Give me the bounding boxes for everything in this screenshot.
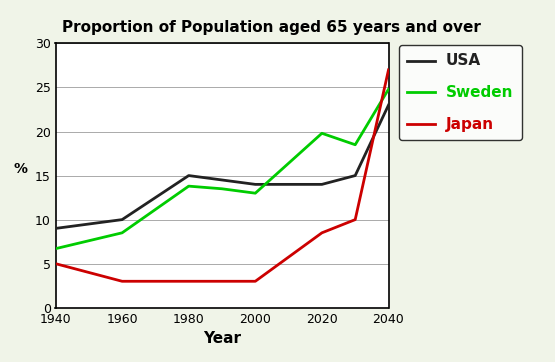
Y-axis label: %: % <box>14 161 28 176</box>
X-axis label: Year: Year <box>203 331 241 346</box>
Text: Proportion of Population aged 65 years and over: Proportion of Population aged 65 years a… <box>62 20 481 35</box>
Legend: USA, Sweden, Japan: USA, Sweden, Japan <box>399 45 522 140</box>
